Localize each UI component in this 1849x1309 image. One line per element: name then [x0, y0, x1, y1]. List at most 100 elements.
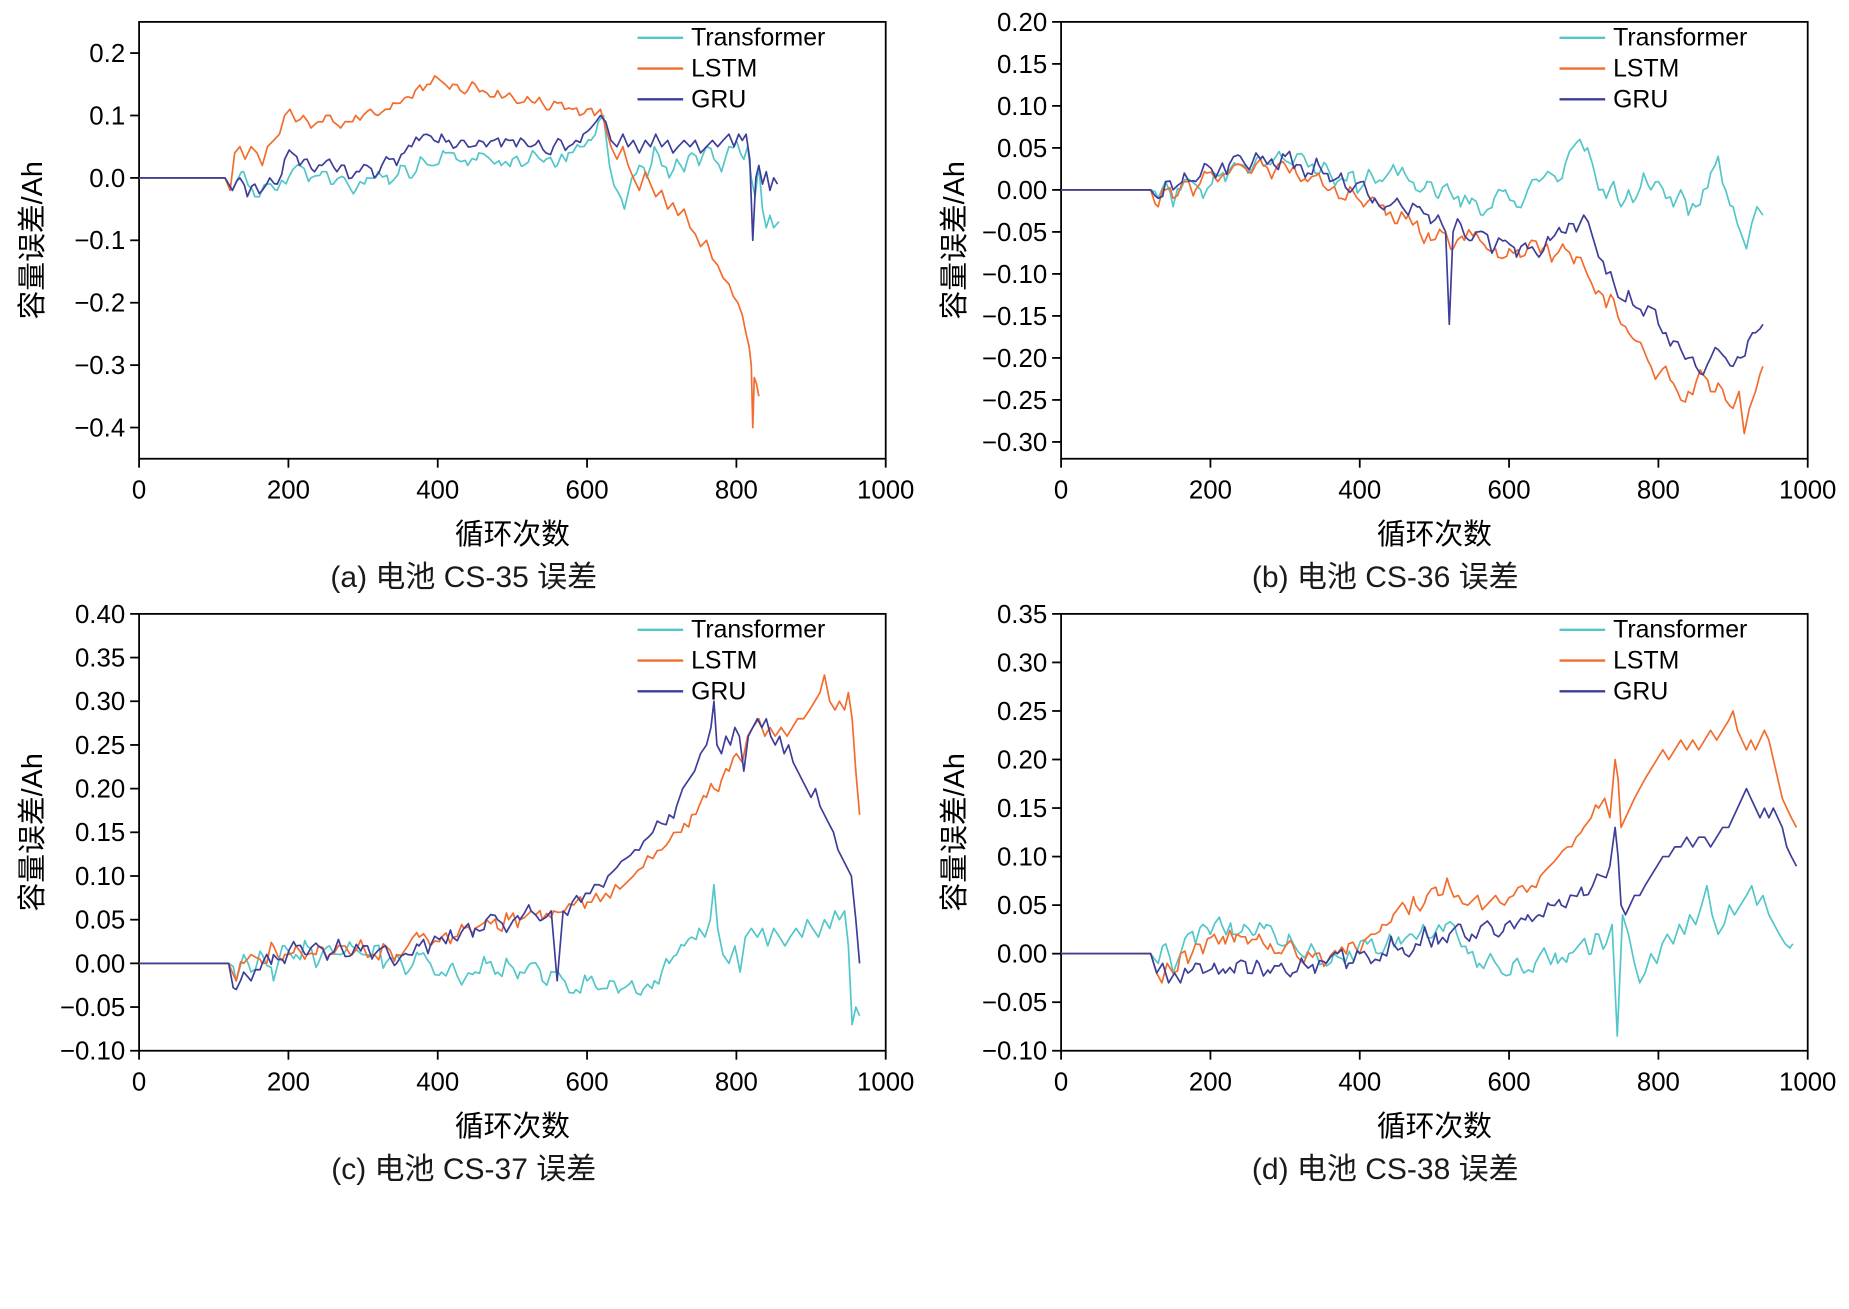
panel-a: 0.2 0.1 0.0 −0.1 −0.2 −0.3 −0.4 0 200 400 600 800 10…	[12, 6, 916, 596]
legend-label-gru: GRU	[691, 86, 746, 113]
y-tick-label: 0.20	[996, 9, 1046, 37]
x-axis-label: 循环次数	[455, 519, 570, 551]
y-tick-label: 0.00	[996, 941, 1046, 969]
y-tick-label: −0.15	[981, 303, 1046, 331]
series-line-lstm	[1060, 158, 1764, 435]
x-tick-label: 400	[416, 476, 459, 504]
x-tick-label: 800	[1636, 476, 1679, 504]
plot-frame	[138, 613, 887, 1052]
y-tick-label: 0.35	[75, 645, 125, 673]
legend-label-transformer: Transformer	[691, 25, 825, 52]
y-tick-label: 0.30	[996, 649, 1046, 677]
x-tick-label: 600	[566, 1069, 609, 1097]
y-tick-label: 0.05	[996, 892, 1046, 920]
y-axis-label: 容量误差/Ah	[17, 161, 49, 319]
x-tick-label: 600	[566, 476, 609, 504]
y-tick-label: −0.30	[981, 429, 1046, 457]
legend-label-lstm: LSTM	[691, 648, 757, 675]
y-tick-label: 0.35	[996, 601, 1046, 629]
x-tick-label: 600	[1487, 476, 1530, 504]
y-tick-label: −0.05	[60, 994, 125, 1022]
y-tick-label: −0.10	[981, 261, 1046, 289]
x-tick-label: 400	[1338, 1069, 1381, 1097]
plot-frame	[1059, 20, 1809, 460]
y-tick-label: 0.40	[75, 601, 125, 629]
series-line-gru	[1060, 787, 1797, 984]
x-tick-label: 800	[715, 1069, 758, 1097]
x-tick-label: 1000	[1779, 1069, 1836, 1097]
legend-label-transformer: Transformer	[1613, 617, 1747, 644]
y-tick-label: −0.10	[981, 1038, 1046, 1066]
series-line-transformer	[1060, 884, 1793, 1038]
plot-frame	[1059, 613, 1809, 1052]
legend-label-gru: GRU	[1613, 86, 1668, 113]
y-tick-label: 0.10	[996, 844, 1046, 872]
y-tick-label: 0.15	[75, 819, 125, 847]
y-tick-label: 0.20	[996, 747, 1046, 775]
x-tick-label: 600	[1487, 1069, 1530, 1097]
y-tick-label: 0.10	[996, 93, 1046, 121]
legend-label-gru: GRU	[691, 678, 746, 705]
y-tick-label: 0.15	[996, 795, 1046, 823]
x-tick-label: 1000	[857, 476, 914, 504]
y-axis-label: 容量误差/Ah	[938, 753, 970, 911]
series-line-gru	[139, 700, 861, 991]
y-tick-label: 0.25	[75, 732, 125, 760]
x-tick-label: 800	[715, 476, 758, 504]
y-tick-label: 0.0	[89, 165, 125, 193]
x-tick-label: 1000	[857, 1069, 914, 1097]
caption-d: (d) 电池 CS-38 误差	[1251, 1153, 1519, 1187]
series-line-transformer	[1060, 138, 1764, 250]
x-tick-label: 0	[132, 476, 146, 504]
y-tick-label: 0.00	[75, 950, 125, 978]
series-line-transformer	[139, 883, 861, 1026]
y-tick-label: −0.05	[981, 989, 1046, 1017]
legend-label-lstm: LSTM	[691, 55, 757, 82]
y-tick-label: 0.25	[996, 698, 1046, 726]
chart-cs37: 0.40 0.35 0.30 0.25 0.20 0.15 0.10 0.05 0.00 −0.0…	[17, 601, 915, 1143]
y-tick-label: −0.05	[981, 219, 1046, 247]
series-line-gru	[1060, 150, 1764, 376]
series-line-lstm	[1060, 710, 1797, 984]
y-tick-label: 0.15	[996, 51, 1046, 79]
y-tick-label: −0.25	[981, 387, 1046, 415]
panel-c: 0.40 0.35 0.30 0.25 0.20 0.15 0.10 0.05 0.00 −0.0…	[12, 598, 916, 1188]
y-axis-label: 容量误差/Ah	[17, 753, 49, 911]
y-tick-label: 0.10	[75, 863, 125, 891]
x-tick-label: 200	[1188, 1069, 1231, 1097]
series-line-transformer	[139, 114, 780, 229]
y-tick-label: 0.05	[75, 907, 125, 935]
x-tick-label: 400	[1338, 476, 1381, 504]
y-tick-label: 0.05	[996, 135, 1046, 163]
x-tick-label: 200	[267, 1069, 310, 1097]
caption-b: (b) 电池 CS-36 误差	[1251, 561, 1519, 595]
chart-cs35: 0.2 0.1 0.0 −0.1 −0.2 −0.3 −0.4 0 200 400 600 800 10…	[17, 20, 914, 551]
x-tick-label: 200	[1188, 476, 1231, 504]
figure-grid: 0.2 0.1 0.0 −0.1 −0.2 −0.3 −0.4 0 200 400 600 800 10…	[12, 6, 1838, 1188]
y-tick-label: −0.10	[60, 1038, 125, 1066]
plot-frame	[138, 20, 887, 460]
y-tick-label: −0.3	[74, 352, 125, 380]
y-tick-label: 0.00	[996, 177, 1046, 205]
x-axis-label: 循环次数	[1376, 519, 1491, 551]
legend-label-lstm: LSTM	[1613, 648, 1679, 675]
series-line-lstm	[139, 75, 760, 429]
x-tick-label: 0	[1053, 476, 1067, 504]
x-tick-label: 800	[1636, 1069, 1679, 1097]
series-line-gru	[139, 114, 779, 242]
series-line-lstm	[139, 674, 861, 982]
y-tick-label: 0.2	[89, 40, 125, 68]
x-tick-label: 1000	[1779, 476, 1836, 504]
y-axis-label: 容量误差/Ah	[938, 161, 970, 319]
y-tick-label: 0.30	[75, 688, 125, 716]
y-tick-label: 0.20	[75, 776, 125, 804]
panel-d: 0.35 0.30 0.25 0.20 0.15 0.10 0.05 0.00 −0.05 −0.…	[934, 598, 1838, 1188]
x-tick-label: 400	[416, 1069, 459, 1097]
chart-cs36: 0.20 0.15 0.10 0.05 0.00 −0.05 −0.10 −0.15 −0.20…	[938, 9, 1836, 551]
legend-label-transformer: Transformer	[1613, 25, 1747, 52]
chart-cs38: 0.35 0.30 0.25 0.20 0.15 0.10 0.05 0.00 −0.05 −0.…	[938, 601, 1836, 1143]
legend-label-transformer: Transformer	[691, 617, 825, 644]
y-tick-label: −0.20	[981, 345, 1046, 373]
x-tick-label: 200	[267, 476, 310, 504]
x-axis-label: 循环次数	[1376, 1111, 1491, 1143]
